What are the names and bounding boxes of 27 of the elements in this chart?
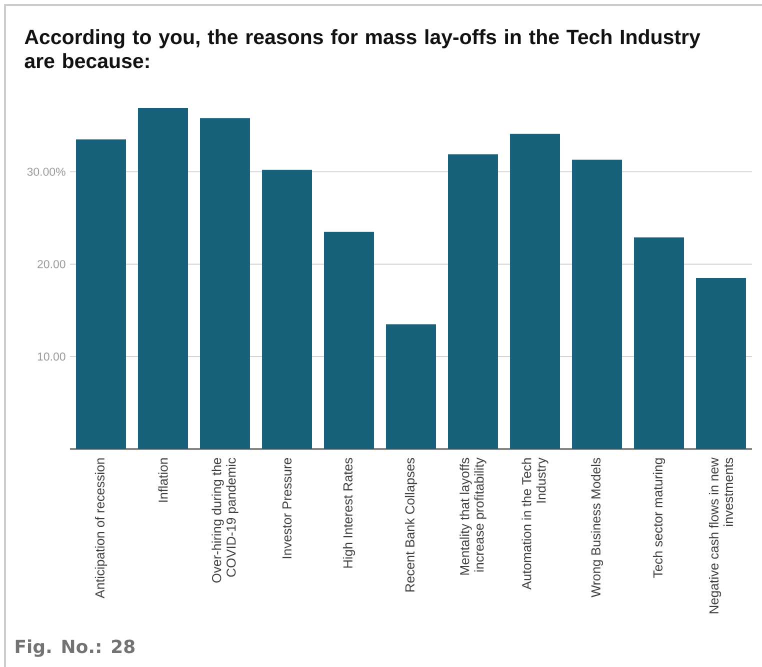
x-tick-label: Negative cash flows in new investments (708, 457, 734, 614)
x-tick-label: Tech sector maturing (652, 458, 666, 578)
chart-title: According to you, the reasons for mass lay-offs in the Tech Industry are because: (24, 29, 700, 68)
x-tick-label: Investor Pressure (282, 458, 292, 558)
bar (572, 160, 622, 449)
text: Fig. No.: 28 (16, 639, 135, 657)
bar (510, 134, 560, 449)
bar (138, 108, 188, 449)
x-tick-label: Anticipation of recession (94, 458, 108, 598)
bar (448, 154, 498, 449)
bar (696, 278, 746, 449)
x-tick-label: Over-hiring during the COVID-19 pandemic (212, 458, 238, 583)
bar (76, 139, 126, 449)
bar (262, 170, 312, 449)
bar (200, 118, 250, 449)
x-tick-label: Wrong Business Models (590, 458, 604, 598)
bar (386, 324, 436, 449)
y-tick-label: 10.00 (38, 352, 66, 361)
x-tick-label: Automation in the Tech Industry (522, 457, 548, 590)
y-tick-label: 30.00% (27, 168, 66, 176)
y-tick-label: 20.00 (38, 260, 66, 268)
bar (634, 237, 684, 449)
x-tick-label: Inflation (158, 458, 168, 502)
x-tick-label: High Interest Rates (342, 458, 356, 568)
x-tick-label: Mentality that layoffs increase profitability (460, 458, 486, 575)
x-tick-label: Recent Bank Collapses (404, 458, 418, 592)
bar (324, 232, 374, 449)
